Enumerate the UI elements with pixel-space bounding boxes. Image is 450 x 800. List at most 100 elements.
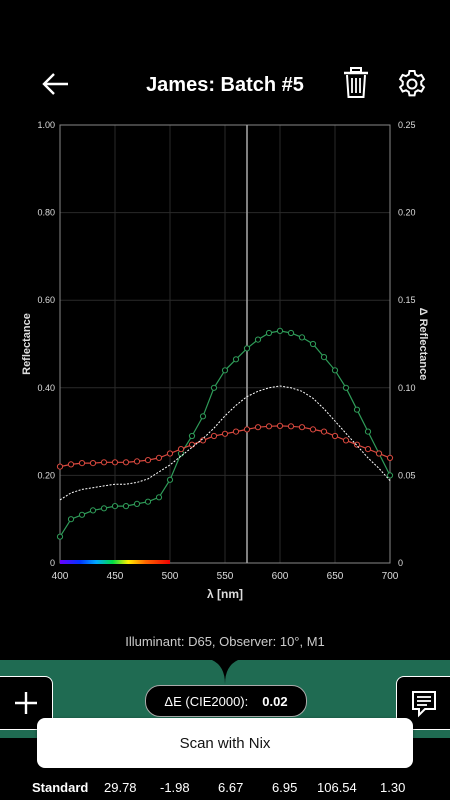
data-point <box>243 345 251 352</box>
x-tick-label: 550 <box>217 571 234 582</box>
data-point <box>56 463 64 470</box>
y-tick-label: 0.20 <box>37 470 55 480</box>
data-point <box>144 498 152 505</box>
x-tick-label: 650 <box>327 571 344 582</box>
data-point <box>67 461 75 468</box>
data-point <box>100 459 108 466</box>
y-tick-label: 0.40 <box>37 383 55 393</box>
data-point <box>100 505 108 512</box>
comment-icon <box>412 691 436 718</box>
arrow-left-icon <box>42 73 68 95</box>
data-point <box>353 441 361 448</box>
data-point <box>78 460 86 467</box>
data-point <box>287 423 295 430</box>
data-point <box>386 454 394 461</box>
data-point <box>342 384 350 391</box>
spectrum-bar <box>60 560 170 564</box>
x-tick-label: 700 <box>382 571 399 582</box>
x-axis-label: λ [nm] <box>207 587 243 601</box>
x-tick-label: 600 <box>272 571 289 582</box>
standard-value: 1.30 <box>380 780 406 795</box>
data-point <box>122 459 130 466</box>
reflectance-chart[interactable]: 400 450 500 550 600 650 700 0 0.20 0.40 0.60 0.80 1… <box>0 112 450 622</box>
data-point <box>232 356 240 363</box>
header: James: Batch #5 <box>0 58 450 114</box>
delta-e-label: ΔE (CIE2000): <box>164 693 249 709</box>
data-point <box>177 446 185 453</box>
data-point <box>210 432 218 440</box>
data-point <box>199 437 207 444</box>
data-point <box>364 446 372 453</box>
settings-button[interactable] <box>396 68 428 100</box>
data-point <box>364 428 372 435</box>
data-point <box>243 426 251 433</box>
data-point <box>254 336 262 343</box>
data-point <box>221 430 229 437</box>
y2-tick-label: 0.15 <box>398 295 416 305</box>
data-point <box>133 458 141 465</box>
data-point <box>309 426 317 433</box>
y-tick-label: 0.60 <box>37 295 55 305</box>
page-title: James: Batch #5 <box>146 74 304 96</box>
y2-tick-label: 0.10 <box>398 383 416 393</box>
data-point <box>155 454 163 461</box>
data-point <box>111 459 119 466</box>
standard-value: 6.95 <box>272 780 298 795</box>
data-point <box>221 367 229 374</box>
data-point <box>309 340 317 348</box>
data-point <box>133 500 141 507</box>
data-point <box>320 354 328 361</box>
data-point <box>331 432 339 440</box>
y2-tick-label: 0.05 <box>398 470 416 480</box>
scan-with-nix-button[interactable]: Scan with Nix <box>37 718 413 768</box>
trash-icon <box>344 67 368 98</box>
data-point <box>276 327 284 334</box>
standard-label: Standard <box>32 780 89 795</box>
data-point <box>56 533 64 540</box>
y2-tick-label: 0 <box>398 558 403 568</box>
delete-button[interactable] <box>342 66 370 102</box>
data-point <box>287 329 295 337</box>
plot-frame <box>59 124 391 564</box>
data-point <box>375 450 383 457</box>
data-point <box>144 457 152 464</box>
y-tick-label: 1.00 <box>37 120 55 130</box>
data-point <box>320 428 328 435</box>
data-point <box>298 424 306 431</box>
plus-icon <box>15 692 37 714</box>
data-point <box>232 428 240 435</box>
delta-e-badge: ΔE (CIE2000): 0.02 <box>145 685 307 717</box>
back-button[interactable] <box>36 68 76 100</box>
data-point <box>298 334 306 341</box>
y-axis-label: Reflectance <box>21 313 33 375</box>
delta-e-value: 0.02 <box>262 693 288 709</box>
data-point <box>276 422 284 429</box>
x-tick-label: 450 <box>107 571 124 582</box>
data-point <box>265 329 273 337</box>
data-point <box>199 413 207 420</box>
comment-button[interactable] <box>396 676 450 730</box>
y-tick-label: 0 <box>50 558 55 568</box>
x-tick-label: 500 <box>162 571 179 582</box>
y2-tick-label: 0.25 <box>398 120 416 130</box>
data-point <box>265 423 273 430</box>
data-point <box>166 450 174 457</box>
data-point <box>188 432 196 440</box>
y2-axis-label: Δ Reflectance <box>417 308 429 381</box>
gear-icon <box>398 70 426 97</box>
y-tick-label: 0.80 <box>37 208 55 218</box>
y2-tick-label: 0.20 <box>398 208 416 218</box>
chart-grid <box>59 124 391 564</box>
data-point <box>342 437 350 444</box>
data-point <box>331 367 339 374</box>
illuminant-info: Illuminant: D65, Observer: 10°, M1 <box>125 634 325 649</box>
data-point <box>155 494 163 501</box>
data-point <box>89 507 97 514</box>
standard-value: 29.78 <box>104 780 137 795</box>
data-point <box>89 460 97 467</box>
standard-row[interactable]: Standard 29.78 -1.98 6.67 6.95 106.54 1.… <box>0 780 450 796</box>
data-point <box>166 476 174 483</box>
data-point <box>386 472 394 479</box>
data-point <box>111 503 119 510</box>
standard-value: 106.54 <box>317 780 357 795</box>
